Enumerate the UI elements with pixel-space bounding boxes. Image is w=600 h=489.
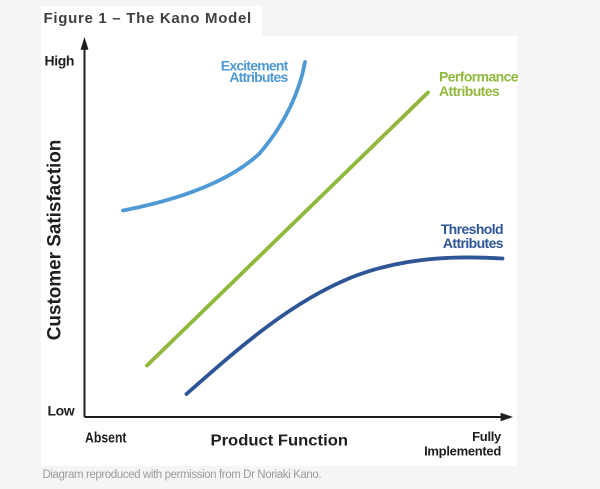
svg-text:High: High <box>45 53 75 69</box>
svg-text:Implemented: Implemented <box>424 444 501 459</box>
svg-text:Attributes: Attributes <box>443 235 504 251</box>
svg-text:Fully: Fully <box>472 429 502 444</box>
svg-text:Threshold: Threshold <box>441 221 503 237</box>
svg-text:Product Function: Product Function <box>211 433 349 450</box>
svg-text:Attributes: Attributes <box>229 69 288 85</box>
svg-text:Attributes: Attributes <box>439 83 500 99</box>
svg-text:Diagram reproduced with permis: Diagram reproduced with permission from … <box>43 469 322 481</box>
svg-text:Customer Satisfaction: Customer Satisfaction <box>45 140 66 341</box>
svg-text:Figure 1 – The Kano Model: Figure 1 – The Kano Model <box>44 10 252 27</box>
svg-text:Low: Low <box>48 403 75 419</box>
svg-text:Performance: Performance <box>439 69 519 85</box>
svg-text:Absent: Absent <box>85 430 127 447</box>
svg-text:Excitement: Excitement <box>221 58 289 74</box>
